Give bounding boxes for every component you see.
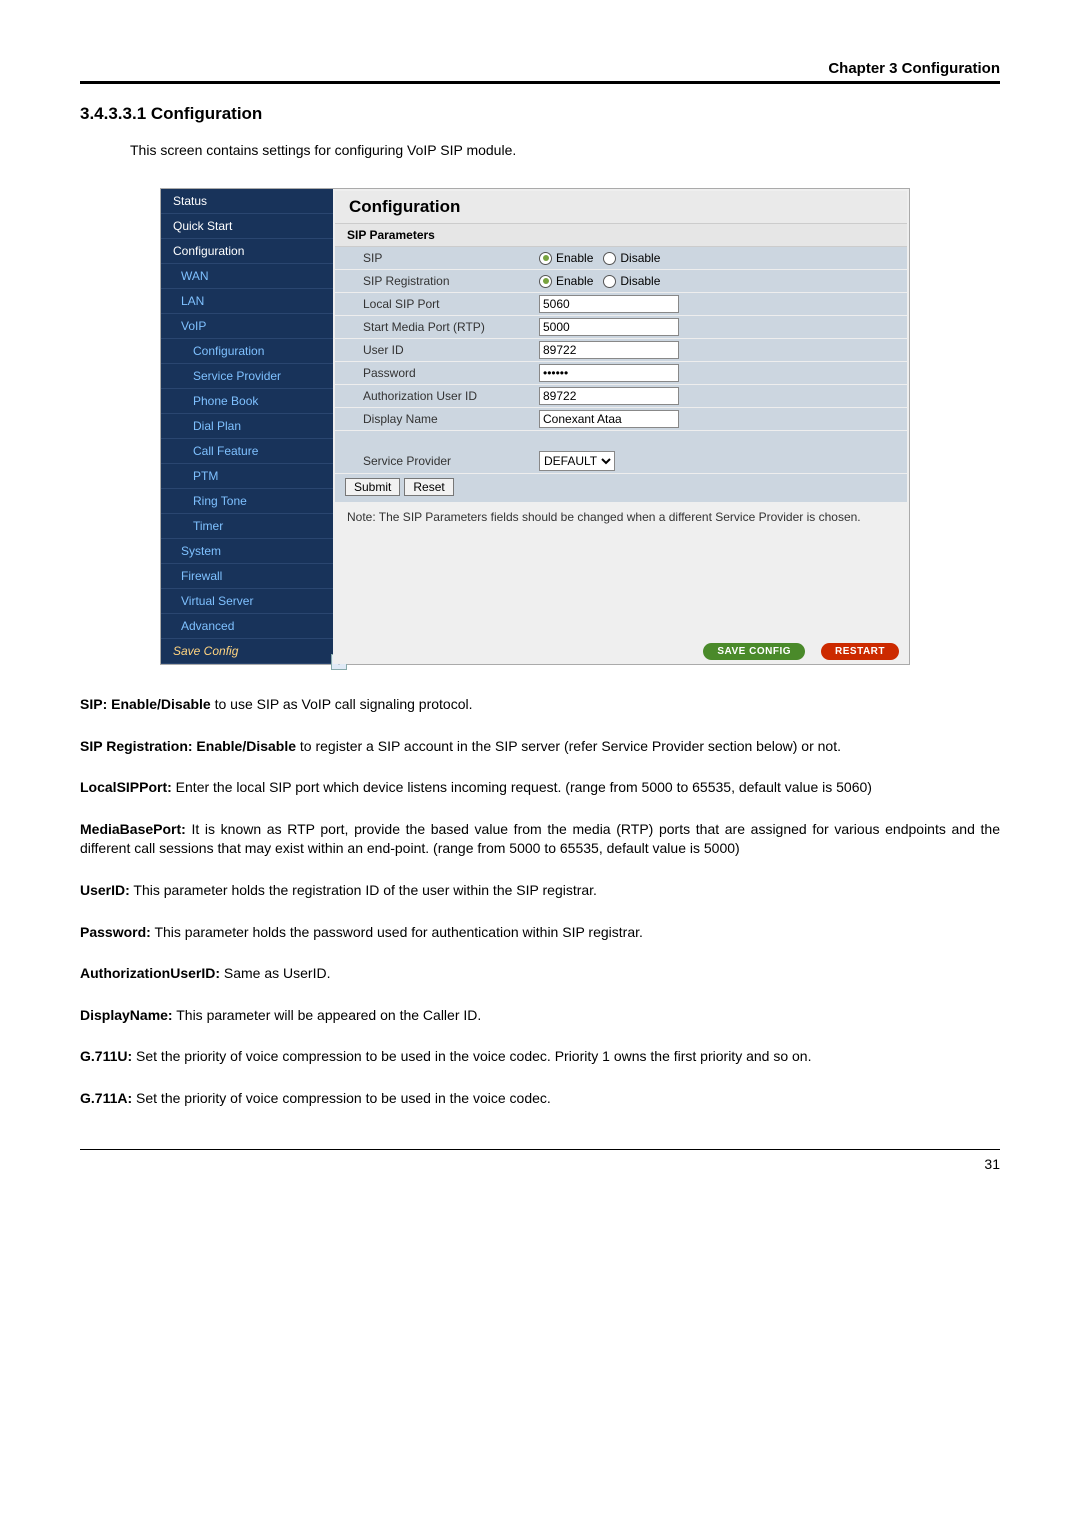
- text-enable: Enable: [556, 251, 593, 265]
- sidebar-item[interactable]: WAN: [161, 264, 333, 289]
- restart-button[interactable]: RESTART: [821, 643, 899, 660]
- input-password[interactable]: [539, 364, 679, 382]
- sidebar-item[interactable]: Dial Plan: [161, 414, 333, 439]
- sidebar-item[interactable]: System: [161, 539, 333, 564]
- spacer-row: [335, 431, 907, 449]
- label-local-port: Local SIP Port: [335, 294, 535, 314]
- button-row: Submit Reset: [335, 474, 907, 502]
- input-display[interactable]: [539, 410, 679, 428]
- sip-parameters-header: SIP Parameters: [335, 223, 907, 247]
- config-title: Configuration: [335, 191, 907, 223]
- param-description: SIP Registration: Enable/Disable to regi…: [80, 737, 1000, 757]
- page-number: 31: [984, 1156, 1000, 1172]
- sidebar-item[interactable]: Phone Book: [161, 389, 333, 414]
- label-auth: Authorization User ID: [335, 386, 535, 406]
- sidebar-item[interactable]: Configuration: [161, 339, 333, 364]
- sidebar-item[interactable]: LAN: [161, 289, 333, 314]
- param-description: MediaBasePort: It is known as RTP port, …: [80, 820, 1000, 859]
- text-disable: Disable: [620, 251, 660, 265]
- sidebar-item[interactable]: Status: [161, 189, 333, 214]
- value-sip: Enable Disable: [535, 249, 907, 267]
- note-text: Note: The SIP Parameters fields should b…: [335, 502, 907, 532]
- param-description: DisplayName: This parameter will be appe…: [80, 1006, 1000, 1026]
- radio-reg-disable[interactable]: [603, 275, 616, 288]
- label-sip: SIP: [335, 248, 535, 268]
- sidebar-item[interactable]: Firewall: [161, 564, 333, 589]
- section-intro: This screen contains settings for config…: [130, 142, 1000, 158]
- param-description: UserID: This parameter holds the registr…: [80, 881, 1000, 901]
- sidebar-item[interactable]: Virtual Server: [161, 589, 333, 614]
- sidebar-item[interactable]: Advanced: [161, 614, 333, 639]
- row-local-port: Local SIP Port: [335, 293, 907, 316]
- sidebar-item[interactable]: Configuration: [161, 239, 333, 264]
- row-userid: User ID: [335, 339, 907, 362]
- input-local-port[interactable]: [539, 295, 679, 313]
- label-password: Password: [335, 363, 535, 383]
- radio-reg-enable[interactable]: [539, 275, 552, 288]
- sidebar: StatusQuick StartConfigurationWANLANVoIP…: [161, 189, 333, 664]
- row-password: Password: [335, 362, 907, 385]
- page-footer: 31: [80, 1149, 1000, 1172]
- param-description: G.711A: Set the priority of voice compre…: [80, 1089, 1000, 1109]
- select-service-provider[interactable]: DEFAULT: [539, 451, 615, 471]
- chapter-header: Chapter 3 Configuration: [80, 60, 1000, 84]
- sidebar-item[interactable]: Quick Start: [161, 214, 333, 239]
- label-userid: User ID: [335, 340, 535, 360]
- sidebar-item[interactable]: Ring Tone: [161, 489, 333, 514]
- radio-sip-disable[interactable]: [603, 252, 616, 265]
- sidebar-item[interactable]: Call Feature: [161, 439, 333, 464]
- row-sip: SIP Enable Disable: [335, 247, 907, 270]
- param-description: LocalSIPPort: Enter the local SIP port w…: [80, 778, 1000, 798]
- footer-buttons: SAVE CONFIG RESTART: [703, 643, 899, 660]
- sidebar-item[interactable]: VoIP: [161, 314, 333, 339]
- param-description: Password: This parameter holds the passw…: [80, 923, 1000, 943]
- submit-button[interactable]: Submit: [345, 478, 400, 496]
- row-sip-reg: SIP Registration Enable Disable: [335, 270, 907, 293]
- sidebar-item[interactable]: Service Provider: [161, 364, 333, 389]
- sidebar-item[interactable]: PTM: [161, 464, 333, 489]
- input-userid[interactable]: [539, 341, 679, 359]
- label-media-port: Start Media Port (RTP): [335, 317, 535, 337]
- row-display: Display Name: [335, 408, 907, 431]
- row-media-port: Start Media Port (RTP): [335, 316, 907, 339]
- main-panel: Configuration SIP Parameters SIP Enable …: [333, 189, 909, 664]
- param-description: SIP: Enable/Disable to use SIP as VoIP c…: [80, 695, 1000, 715]
- reset-button[interactable]: Reset: [404, 478, 453, 496]
- input-auth[interactable]: [539, 387, 679, 405]
- value-sip-reg: Enable Disable: [535, 272, 907, 290]
- label-sip-reg: SIP Registration: [335, 271, 535, 291]
- label-display: Display Name: [335, 409, 535, 429]
- configuration-screenshot: StatusQuick StartConfigurationWANLANVoIP…: [160, 188, 910, 665]
- text-reg-disable: Disable: [620, 274, 660, 288]
- radio-sip-enable[interactable]: [539, 252, 552, 265]
- input-media-port[interactable]: [539, 318, 679, 336]
- row-service-provider: Service Provider DEFAULT: [335, 449, 907, 474]
- sidebar-item[interactable]: Timer: [161, 514, 333, 539]
- parameter-descriptions: SIP: Enable/Disable to use SIP as VoIP c…: [80, 695, 1000, 1109]
- param-description: G.711U: Set the priority of voice compre…: [80, 1047, 1000, 1067]
- row-auth: Authorization User ID: [335, 385, 907, 408]
- sidebar-item[interactable]: Save Config: [161, 639, 333, 664]
- text-reg-enable: Enable: [556, 274, 593, 288]
- param-description: AuthorizationUserID: Same as UserID.: [80, 964, 1000, 984]
- label-service-provider: Service Provider: [335, 451, 535, 471]
- section-number: 3.4.3.3.1 Configuration: [80, 104, 1000, 124]
- save-config-button[interactable]: SAVE CONFIG: [703, 643, 805, 660]
